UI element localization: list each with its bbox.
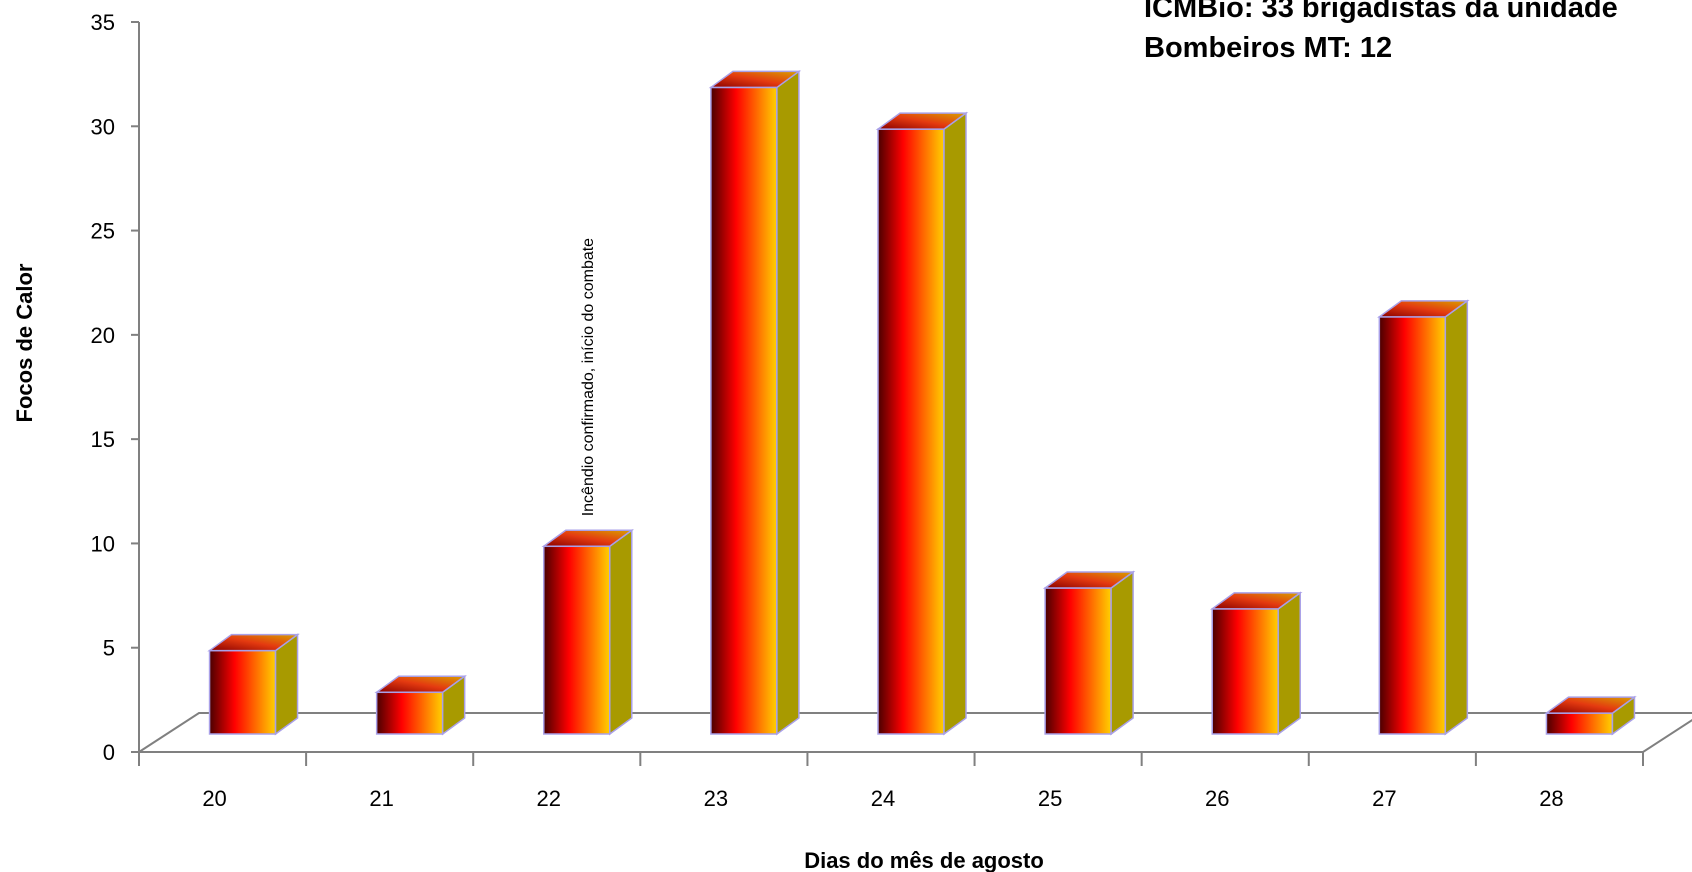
y-tick-label: 25 — [91, 219, 115, 244]
bar-top — [541, 529, 635, 548]
bar-front — [877, 128, 945, 735]
bar-side — [609, 528, 633, 736]
x-tick-label: 20 — [202, 786, 226, 811]
bar-20 — [207, 633, 300, 736]
bar-side — [1444, 299, 1469, 736]
y-tick-label: 10 — [91, 531, 115, 556]
bar-top — [875, 112, 969, 130]
y-tick-label: 35 — [91, 10, 115, 35]
bar-top — [1042, 571, 1136, 589]
bar-front — [543, 545, 611, 735]
bar-top — [374, 675, 467, 694]
bar-side — [1110, 570, 1134, 736]
y-tick-label: 20 — [91, 323, 115, 348]
note-line-1: ICMBio: 33 brigadistas da unidade — [1144, 0, 1618, 24]
bar-top — [1209, 592, 1303, 610]
x-tick-label: 23 — [704, 786, 728, 811]
bar-24 — [875, 111, 969, 736]
bar-front — [208, 649, 277, 735]
bar-side — [1277, 591, 1301, 736]
x-tick-label: 22 — [537, 786, 561, 811]
bar-front — [1211, 608, 1279, 735]
bar-23 — [708, 69, 802, 736]
bar-top — [1377, 300, 1470, 318]
y-tick-label: 5 — [103, 636, 115, 661]
bar-front — [1044, 587, 1112, 735]
bar-25 — [1042, 570, 1136, 736]
bar-top — [207, 633, 300, 652]
y-tick-label: 15 — [91, 427, 115, 452]
y-axis-title: Focos de Calor — [12, 263, 37, 422]
bar-side — [943, 111, 967, 736]
bar-front — [710, 86, 778, 735]
bar-28 — [1544, 695, 1637, 736]
x-tick-label: 21 — [369, 786, 393, 811]
x-axis-title: Dias do mês de agosto — [804, 848, 1044, 872]
bar-side — [274, 633, 299, 736]
bar-front — [1378, 316, 1447, 735]
bar-26 — [1209, 591, 1303, 736]
bar-side — [776, 69, 800, 736]
x-tick-label: 27 — [1372, 786, 1396, 811]
x-tick-label: 24 — [871, 786, 895, 811]
bars — [207, 69, 1637, 736]
x-tick-label: 25 — [1038, 786, 1062, 811]
y-tick-label: 0 — [103, 740, 115, 765]
y-tick-label: 30 — [91, 114, 115, 139]
bar-annotation: Incêndio confirmado, início do combate — [580, 238, 597, 516]
x-tick-label: 28 — [1539, 786, 1563, 811]
bar-front — [1545, 712, 1614, 735]
axis-labels: 0 5 10 15 20 25 30 35 20 21 22 Incêndio confirmado,… — [91, 10, 1564, 811]
bar-27 — [1377, 299, 1470, 736]
bar-22 — [541, 528, 635, 736]
bar-top — [1544, 696, 1637, 714]
bar-21 — [374, 674, 467, 736]
x-tick-label: 26 — [1205, 786, 1229, 811]
bar-front — [375, 691, 444, 735]
bar-top — [708, 70, 802, 89]
note-line-2: Bombeiros MT: 12 — [1144, 32, 1393, 64]
